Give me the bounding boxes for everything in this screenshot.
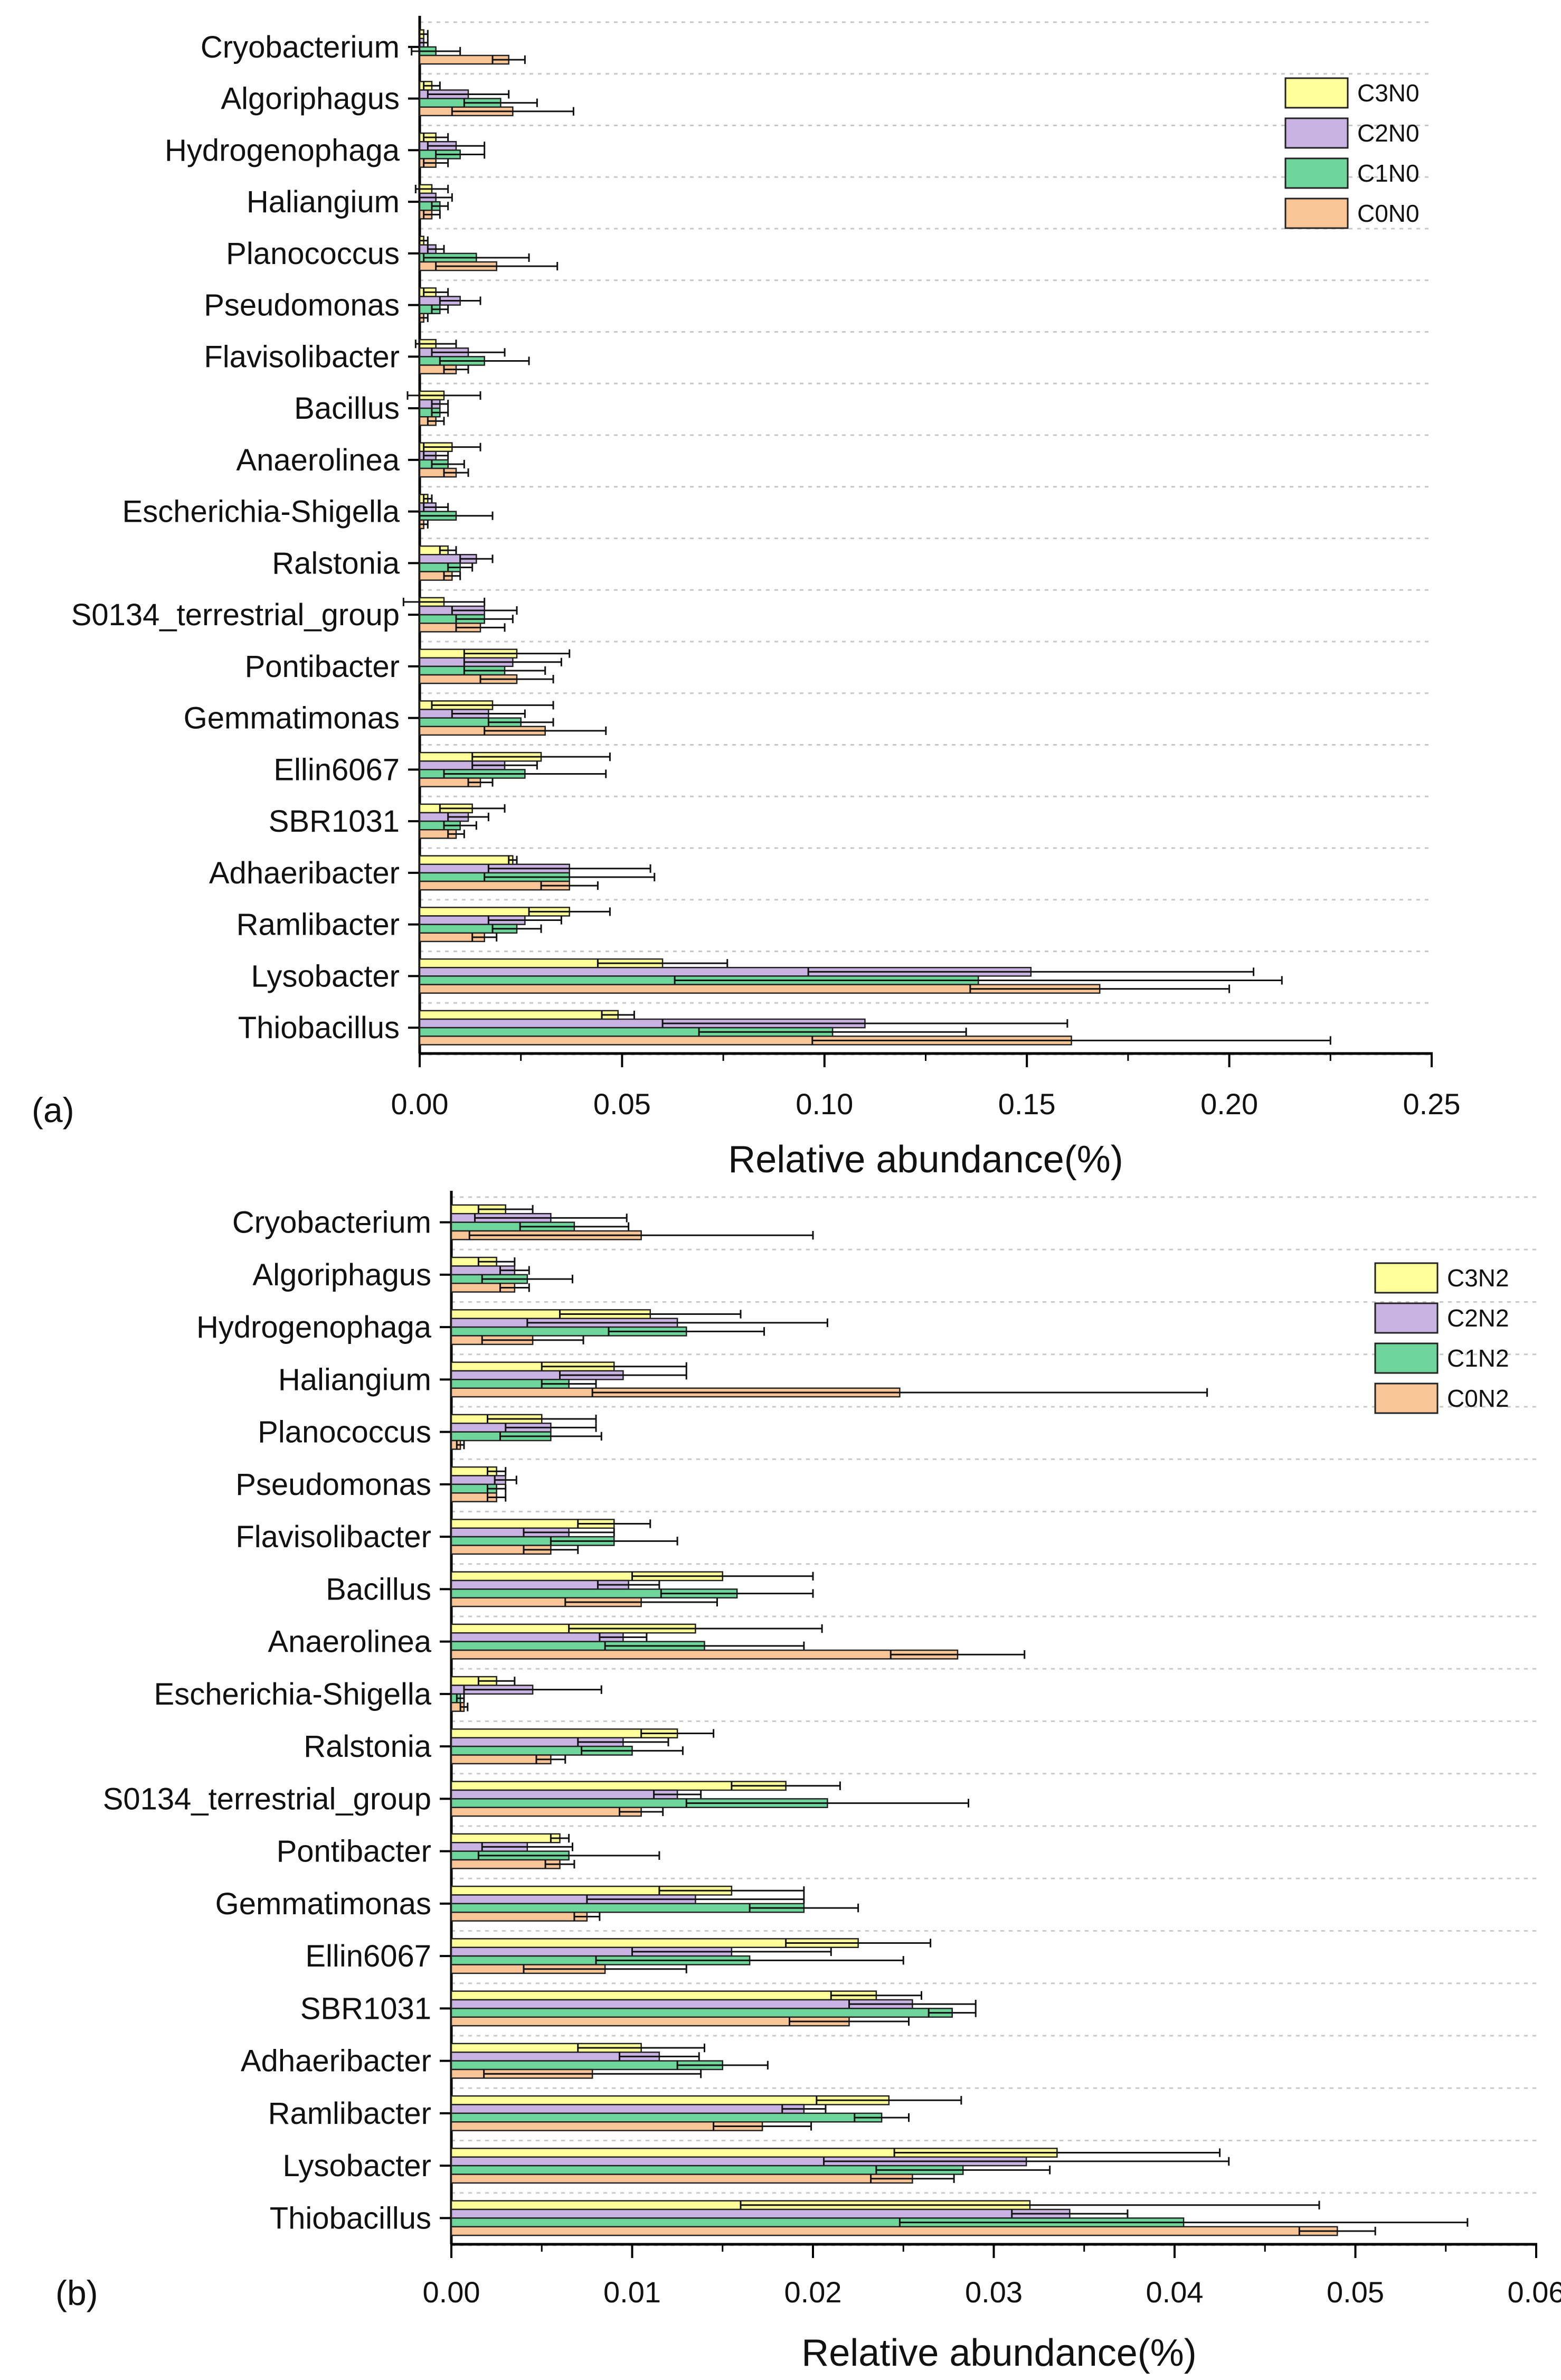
category-label: Ralstonia (272, 546, 400, 580)
x-tick-label: 0.10 (796, 1087, 853, 1121)
category-label: Bacillus (294, 391, 400, 426)
legend-swatch-c1n0 (1284, 157, 1349, 189)
legend-label: C2N2 (1447, 1304, 1509, 1332)
category-label: Thiobacillus (238, 1011, 400, 1045)
category-label: Gemmatimonas (215, 1887, 431, 1921)
category-label: Cryobacterium (201, 30, 400, 64)
category-label: Hydrogenophaga (196, 1310, 432, 1344)
bar-c2n2 (450, 2104, 805, 2114)
x-tick-label: 0.00 (391, 1087, 449, 1121)
panel-letter: (a) (32, 1090, 74, 1130)
legend-label: C3N0 (1357, 79, 1420, 107)
category-label: Lysobacter (282, 2149, 431, 2183)
x-axis-title: Relative abundance(%) (801, 2332, 1196, 2374)
bar-c0n2 (450, 2226, 1338, 2236)
category-label: Adhaeribacter (241, 2044, 431, 2078)
x-tick-label: 0.15 (998, 1087, 1056, 1121)
x-tick-label: 0.25 (1403, 1087, 1461, 1121)
category-label: Adhaeribacter (209, 856, 400, 890)
category-label: Escherichia-Shigella (122, 495, 400, 529)
category-label: Bacillus (326, 1572, 431, 1606)
category-label: Anaerolinea (268, 1625, 431, 1659)
category-label: S0134_terrestrial_group (71, 598, 400, 632)
bar-c3n0 (419, 1010, 619, 1020)
category-label: Ellin6067 (305, 1939, 431, 1973)
category-label: Thiobacillus (270, 2201, 431, 2235)
legend-swatch-c1n2 (1374, 1342, 1439, 1374)
category-label: Haliangium (278, 1362, 431, 1397)
category-label: Pseudomonas (235, 1467, 431, 1502)
x-tick-label: 0.20 (1200, 1087, 1258, 1121)
legend: C3N0 C2N0 C1N0 C0N0 (1284, 77, 1420, 229)
category-label: Hydrogenophaga (165, 133, 400, 167)
category-label: Pseudomonas (204, 288, 400, 323)
bar-c1n2 (450, 2008, 953, 2018)
bar-c0n2 (450, 1649, 959, 1660)
bar-c2n2 (450, 2208, 1071, 2219)
bar-c2n2 (450, 1632, 624, 1642)
legend-label: C3N2 (1447, 1264, 1509, 1292)
legend-label: C1N2 (1447, 1344, 1509, 1372)
legend-swatch-c0n2 (1374, 1382, 1439, 1414)
category-label: Flavisolibacter (235, 1520, 431, 1554)
bar-c2n2 (450, 1999, 913, 2009)
bar-c0n2 (450, 1912, 588, 1922)
legend-label: C0N2 (1447, 1385, 1509, 1412)
bar-c3n2 (450, 1833, 561, 1843)
legend-swatch-c0n0 (1284, 197, 1349, 229)
category-label: S0134_terrestrial_group (103, 1782, 431, 1816)
x-axis-title: Relative abundance(%) (728, 1139, 1123, 1181)
category-label: Planococcus (226, 237, 400, 271)
legend-label: C2N0 (1357, 119, 1420, 147)
legend-swatch-c2n2 (1374, 1302, 1439, 1334)
bar-c0n2 (450, 2174, 913, 2184)
bar-c3n0 (419, 855, 514, 865)
category-label: Algoriphagus (221, 82, 400, 116)
category-label: Haliangium (247, 185, 400, 219)
chart-panel-b: Cryobacterium Algoriphagus Hydrogenophaga H… (55, 1191, 1561, 2374)
category-label: Lysobacter (251, 959, 400, 993)
category-label: Escherichia-Shigella (154, 1677, 432, 1711)
legend: C3N2 C2N2 C1N2 C0N2 (1374, 1262, 1509, 1414)
category-label: Ramlibacter (268, 2096, 431, 2131)
x-tick-label: 0.05 (593, 1087, 651, 1121)
category-label: Pontibacter (245, 650, 400, 684)
x-tick-label: 0.04 (1146, 2275, 1204, 2309)
x-tick-label: 0.02 (784, 2275, 842, 2309)
bar-c0n2 (450, 1807, 642, 1817)
legend-swatch-c3n2 (1374, 1262, 1439, 1294)
x-tick-label: 0.03 (965, 2275, 1023, 2309)
legend-label: C1N0 (1357, 159, 1420, 187)
legend-label: C0N0 (1357, 200, 1420, 227)
bar-c3n2 (450, 1990, 877, 2001)
category-label: SBR1031 (269, 804, 400, 839)
panel-letter: (b) (55, 2273, 98, 2312)
category-label: Ralstonia (304, 1729, 432, 1764)
category-label: Flavisolibacter (204, 340, 400, 374)
x-tick-label: 0.06 (1508, 2275, 1561, 2309)
category-label: Gemmatimonas (184, 701, 400, 736)
category-label: Ramlibacter (236, 908, 400, 942)
category-label: Cryobacterium (232, 1206, 431, 1240)
legend-swatch-c3n0 (1284, 77, 1349, 109)
bar-c0n2 (450, 1859, 561, 1869)
category-label: SBR1031 (300, 1991, 431, 2026)
category-label: Planococcus (258, 1415, 431, 1450)
x-tick-label: 0.00 (423, 2275, 480, 2309)
category-label: Ellin6067 (273, 752, 400, 787)
x-tick-label: 0.05 (1327, 2275, 1384, 2309)
category-label: Anaerolinea (236, 443, 400, 477)
legend-swatch-c2n0 (1284, 117, 1349, 149)
bar-c2n2 (450, 1789, 678, 1800)
chart-panel-a: Cryobacterium Algoriphagus Hydrogenophaga H… (32, 16, 1461, 1181)
bar-c1n2 (450, 2112, 883, 2123)
category-label: Pontibacter (277, 1835, 431, 1869)
x-tick-label: 0.01 (603, 2275, 661, 2309)
category-label: Algoriphagus (252, 1258, 431, 1292)
